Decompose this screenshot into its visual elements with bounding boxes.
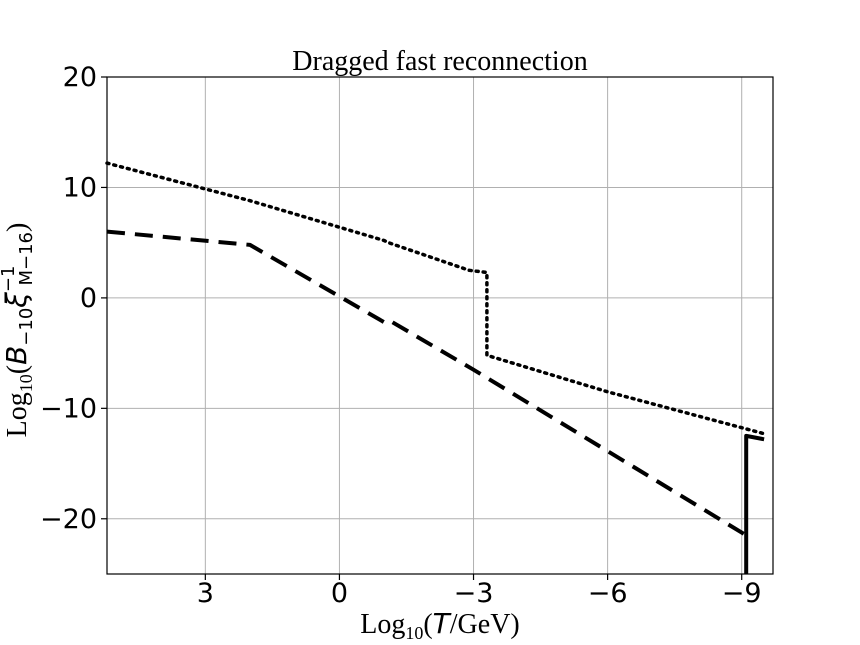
x-axis-label-sub: 10: [405, 623, 423, 643]
y-axis-label-xisup: −1: [0, 266, 19, 293]
y-axis-label-xisub: M−16: [16, 232, 37, 286]
grid: [107, 76, 773, 574]
y-axis-label-paren: (: [2, 365, 33, 374]
y-axis-label-B: B: [0, 346, 33, 365]
x-axis-label-log: Log: [360, 609, 405, 640]
y-tick-label: 20: [63, 62, 97, 93]
x-axis-label-rest: (: [423, 609, 432, 640]
x-tick-label: −3: [454, 578, 494, 609]
y-axis-label: Log10(B−10ξ−1M−16): [0, 223, 37, 438]
x-axis-label: Log10(T/GeV): [360, 607, 520, 643]
y-tick-label: 0: [80, 283, 97, 314]
y-axis-label-close: ): [2, 223, 33, 232]
chart-title: Dragged fast reconnection: [292, 46, 587, 77]
x-axis-label-T: T: [433, 607, 452, 640]
x-tick-label: 0: [331, 578, 348, 609]
y-axis-label-xi: ξ: [0, 292, 33, 309]
y-axis-label-log: Log: [2, 392, 33, 437]
x-tick-label: −6: [588, 578, 628, 609]
series-group: [105, 161, 766, 574]
x-tick-label: −9: [722, 578, 762, 609]
x-axis-label-unit: /GeV): [450, 609, 520, 640]
y-ticks: 20 10 0 −10 −20: [40, 62, 107, 535]
plot-frame: [106, 76, 774, 575]
y-axis-label-bsub: −10: [16, 308, 37, 346]
series-line-dashed: [106, 229, 748, 538]
x-ticks: 3 0 −3 −6 −9: [197, 574, 762, 609]
series-line-dotted: [105, 161, 766, 436]
y-tick-label: −20: [40, 504, 97, 535]
y-tick-label: −10: [40, 393, 97, 424]
y-axis-label-sub: 10: [16, 374, 36, 392]
series-line-solid: [744, 433, 765, 574]
x-tick-label: 3: [197, 578, 214, 609]
y-tick-label: 10: [63, 172, 97, 203]
